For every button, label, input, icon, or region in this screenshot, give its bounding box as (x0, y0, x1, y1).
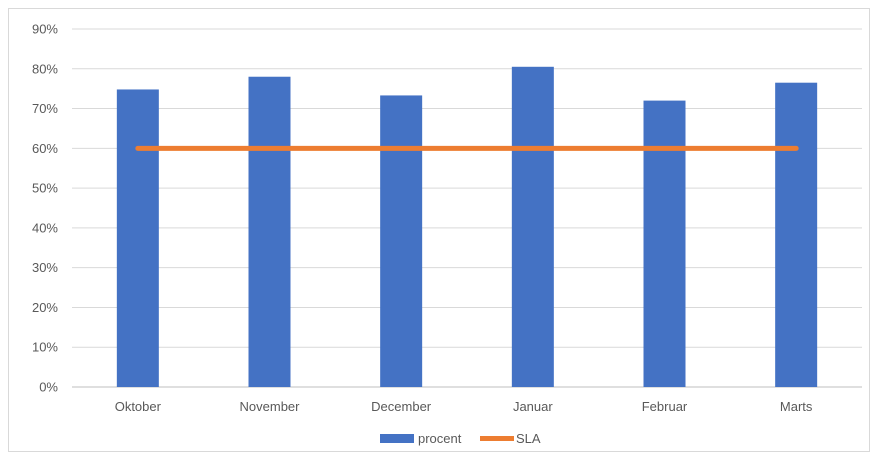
y-tick-label: 0% (39, 380, 58, 395)
bar-procent-januar (511, 66, 554, 388)
legend-label-procent: procent (418, 431, 462, 446)
x-tick-label: Oktober (115, 399, 162, 414)
y-tick-label: 10% (32, 340, 58, 355)
y-axis-labels: 0% 10% 20% 30% 40% 50% 60% 70% 80% 90% (32, 22, 58, 395)
legend: procent SLA (380, 431, 541, 446)
x-tick-label: Januar (513, 399, 553, 414)
gridlines (72, 28, 862, 388)
y-tick-label: 50% (32, 181, 58, 196)
x-tick-label: December (371, 399, 432, 414)
bar-procent-februar (643, 100, 686, 387)
x-tick-label: Marts (780, 399, 813, 414)
x-tick-label: November (240, 399, 301, 414)
y-tick-label: 60% (32, 141, 58, 156)
y-tick-label: 70% (32, 101, 58, 116)
legend-swatch-procent (380, 434, 414, 443)
bar-procent-marts (775, 82, 818, 387)
bar-procent-oktober (116, 89, 159, 387)
y-tick-label: 30% (32, 260, 58, 275)
y-tick-label: 90% (32, 22, 58, 37)
y-tick-label: 40% (32, 220, 58, 235)
x-tick-label: Februar (642, 399, 688, 414)
bar-procent-november (248, 76, 291, 387)
legend-label-sla: SLA (516, 431, 541, 446)
bar-procent-december (380, 95, 423, 387)
x-axis-labels: Oktober November December Januar Februar Mart… (115, 399, 813, 414)
procent-bars (116, 66, 818, 388)
y-tick-label: 80% (32, 61, 58, 76)
y-tick-label: 20% (32, 300, 58, 315)
